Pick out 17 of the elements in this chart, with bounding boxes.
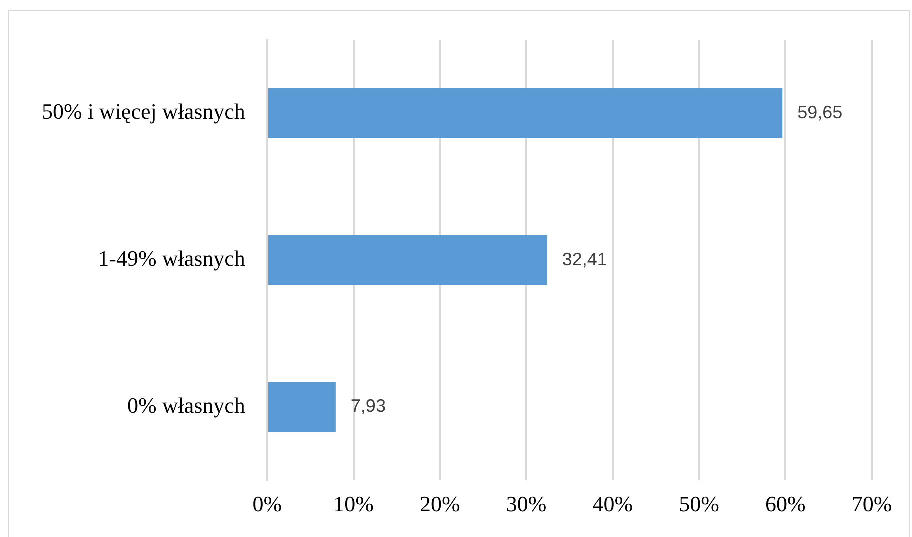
y-tick-label: 50% i więcej własnych — [42, 99, 246, 124]
bar — [268, 88, 783, 138]
x-tick-label: 40% — [592, 492, 634, 517]
x-tick-label: 60% — [765, 492, 806, 517]
x-tick-label: 30% — [506, 492, 547, 517]
x-tick-label: 50% — [679, 492, 720, 517]
bar — [268, 382, 336, 432]
data-label: 59,65 — [798, 102, 843, 122]
x-tick-label: 20% — [420, 492, 460, 517]
y-tick-label: 0% własnych — [128, 392, 246, 418]
data-label: 32,41 — [562, 249, 608, 270]
x-tick-label: 10% — [334, 492, 374, 517]
x-tick-label: 0% — [252, 492, 282, 517]
bar — [268, 235, 548, 286]
x-tick-label: 70% — [852, 492, 892, 517]
y-tick-label: 1-49% własnych — [98, 246, 246, 272]
data-label: 7,93 — [350, 396, 386, 416]
